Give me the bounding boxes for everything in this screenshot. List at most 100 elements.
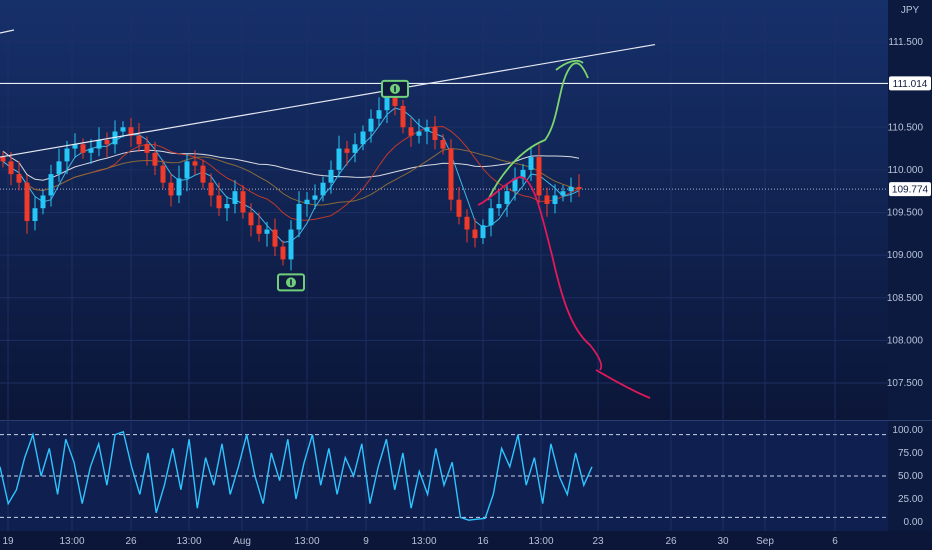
candle-body xyxy=(416,131,422,136)
x-tick-label: 26 xyxy=(665,536,677,547)
y-tick-label: 110.000 xyxy=(888,165,924,176)
candle-body xyxy=(392,97,398,106)
candle-body xyxy=(136,135,142,145)
ma-line-slow xyxy=(2,149,580,181)
x-tick-label: 26 xyxy=(125,536,137,547)
candle-body xyxy=(440,140,446,149)
candle-body xyxy=(248,212,254,226)
candle-body xyxy=(312,195,318,200)
candle-body xyxy=(56,161,62,175)
candle-body xyxy=(176,178,182,196)
candle-body xyxy=(520,169,526,179)
badges xyxy=(277,79,409,292)
candle-body xyxy=(432,127,438,141)
candle-body xyxy=(192,161,198,166)
ma-line-fast xyxy=(2,148,580,206)
main-pane-background xyxy=(0,0,888,420)
candle-body xyxy=(448,148,454,200)
x-tick-label: 13:00 xyxy=(294,536,319,547)
candle-body xyxy=(24,182,30,222)
candle-body xyxy=(288,229,294,260)
candle-body xyxy=(256,225,262,234)
candle-body xyxy=(8,161,14,175)
candles xyxy=(0,86,582,271)
candle-body xyxy=(496,203,502,209)
candle-body xyxy=(72,144,78,149)
candle-body xyxy=(264,229,270,234)
candle-body xyxy=(400,105,406,128)
candle-body xyxy=(0,157,6,162)
candle-body xyxy=(464,216,470,230)
y-tick-label: 107.500 xyxy=(887,378,924,389)
candle-body xyxy=(144,144,150,153)
candle-body xyxy=(456,199,462,217)
x-tick-label: 30 xyxy=(717,536,729,547)
candle-body xyxy=(352,144,358,153)
x-tick-label: 19 xyxy=(2,536,14,547)
y-tick-label: 108.000 xyxy=(887,335,924,346)
osc-tick-label: 0.00 xyxy=(904,517,924,528)
osc-tick-label: 50.00 xyxy=(898,471,923,482)
candle-body xyxy=(504,191,510,204)
candle-body xyxy=(536,157,542,196)
candle-body xyxy=(216,195,222,209)
bearish-projection-path[interactable] xyxy=(477,176,603,371)
candle-body xyxy=(328,169,334,183)
candle-body xyxy=(408,127,414,136)
candle-body xyxy=(96,140,102,149)
trendline-upper[interactable] xyxy=(0,29,15,34)
candle-body xyxy=(104,140,110,145)
time-axis: 19 13:00 26 13:00 Aug 13:00 9 13:00 16 13:00 23 26 3… xyxy=(2,536,838,547)
last-price-label: 109.774 xyxy=(892,185,929,196)
y-tick-label: 111.500 xyxy=(888,37,923,48)
oscillator-line xyxy=(0,430,593,521)
x-tick-label: 13:00 xyxy=(176,536,201,547)
candle-body xyxy=(528,157,534,170)
level-price-box xyxy=(889,76,931,91)
time-scale-background xyxy=(0,531,932,550)
x-tick-label: 13:00 xyxy=(411,536,436,547)
candle-body xyxy=(424,127,430,132)
candle-body xyxy=(120,127,126,132)
drawings xyxy=(0,29,656,399)
candle-body xyxy=(384,97,390,111)
candle-body xyxy=(16,174,22,183)
candle-body xyxy=(560,191,566,196)
candle-body xyxy=(472,229,478,239)
candle-body xyxy=(208,182,214,196)
bearish-projection-tail xyxy=(595,369,651,399)
osc-tick-label: 100.00 xyxy=(892,425,923,436)
money-badge-mark xyxy=(290,279,292,286)
oscillator xyxy=(0,430,888,521)
x-tick-label: Aug xyxy=(233,536,251,547)
candle-body xyxy=(304,199,310,204)
candle-body xyxy=(512,178,518,192)
money-badge-mark xyxy=(394,85,396,92)
candle-body xyxy=(40,195,46,209)
x-tick-label: 13:00 xyxy=(59,536,84,547)
x-tick-label: 16 xyxy=(477,536,489,547)
candle-body xyxy=(280,246,286,260)
bullish-projection-arrowhead xyxy=(555,59,584,71)
trendline[interactable] xyxy=(0,43,656,158)
osc-tick-label: 25.00 xyxy=(898,494,923,505)
candle-body xyxy=(272,229,278,247)
candle-body xyxy=(80,144,86,153)
candle-body xyxy=(552,195,558,204)
ma-line-medium xyxy=(2,125,580,221)
x-tick-label: 23 xyxy=(592,536,604,547)
currency-label: JPY xyxy=(901,5,920,16)
candle-body xyxy=(360,131,366,145)
candle-body xyxy=(152,152,158,166)
level-price-label: 111.014 xyxy=(893,79,928,90)
candle-body xyxy=(184,161,190,179)
candle-body xyxy=(568,186,574,192)
horizontal-levels xyxy=(0,82,888,190)
candle-body xyxy=(336,148,342,170)
bullish-projection-path[interactable] xyxy=(487,62,589,201)
candle-body xyxy=(576,186,582,190)
candle-body xyxy=(224,203,230,209)
y-tick-label: 109.500 xyxy=(887,208,924,219)
